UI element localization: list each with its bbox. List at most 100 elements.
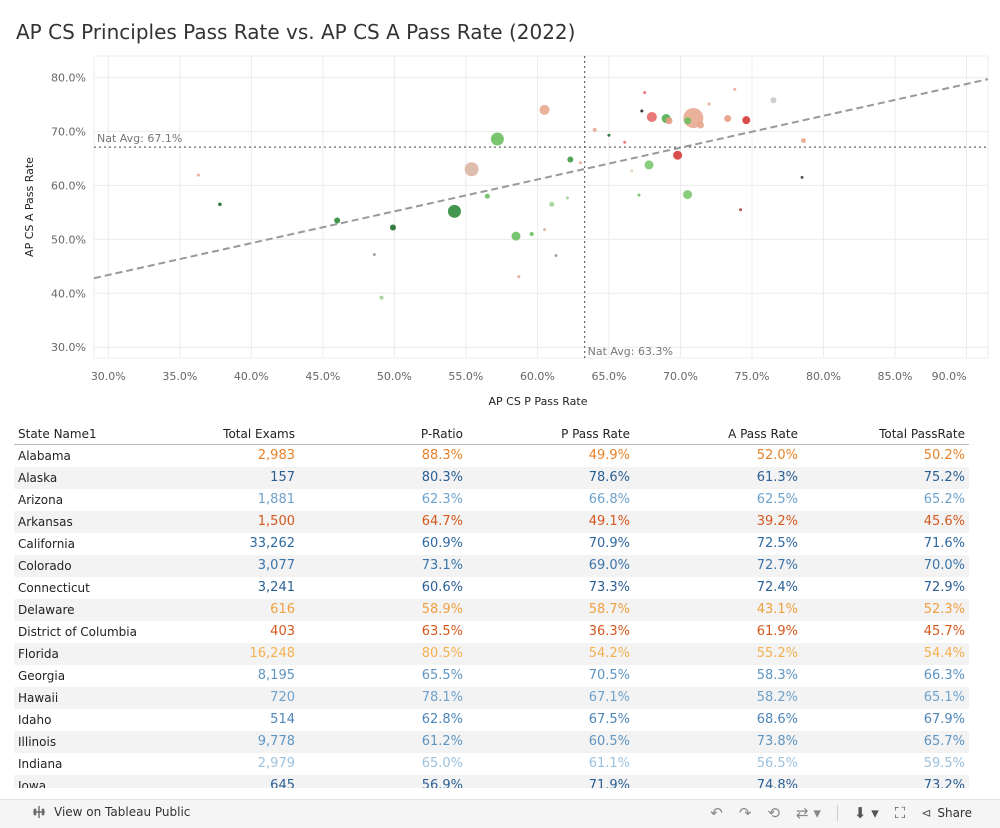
state-point[interactable] (724, 115, 732, 123)
table-row[interactable]: Iowa 645 56.9% 71.9% 74.8% 73.2% (14, 775, 969, 788)
state-point[interactable] (539, 104, 550, 115)
state-point[interactable] (484, 193, 490, 199)
state-point[interactable] (733, 87, 737, 91)
p-ratio-value: 73.1% (421, 558, 463, 573)
total-exams-value: 33,262 (249, 536, 296, 551)
p-ratio-value: 80.5% (421, 646, 463, 661)
refresh-icon[interactable]: ⇄ ▾ (796, 804, 821, 822)
a-pass-rate-value: 55.2% (756, 646, 798, 661)
table-row[interactable]: Colorado 3,077 73.1% 69.0% 72.7% 70.0% (14, 555, 969, 577)
header-p-pass-rate[interactable]: P Pass Rate (561, 427, 630, 441)
state-point[interactable] (640, 109, 644, 113)
state-point[interactable] (665, 117, 673, 125)
state-point[interactable] (683, 190, 693, 200)
state-point[interactable] (543, 228, 547, 232)
state-point[interactable] (630, 169, 634, 173)
x-tick-label: 60.0% (520, 370, 555, 383)
total-exams-value: 616 (270, 602, 295, 617)
a-pass-rate-value: 61.3% (756, 470, 798, 485)
state-point[interactable] (334, 217, 341, 224)
p-pass-rate-value: 73.3% (588, 580, 630, 595)
table-row[interactable]: Alaska 157 80.3% 78.6% 61.3% 75.2% (14, 467, 969, 489)
p-ratio-value: 58.9% (421, 602, 463, 617)
a-pass-rate-value: 58.3% (756, 668, 798, 683)
table-row[interactable]: Indiana 2,979 65.0% 61.1% 56.5% 59.5% (14, 753, 969, 775)
x-tick-label: 30.0% (91, 370, 126, 383)
plot-area (93, 55, 989, 359)
state-point[interactable] (372, 252, 376, 256)
state-point[interactable] (218, 202, 222, 207)
header-total-pass-rate[interactable]: Total PassRate (879, 427, 965, 441)
fullscreen-icon[interactable]: ⛶ (894, 804, 906, 822)
state-point[interactable] (554, 254, 558, 258)
state-point[interactable] (800, 138, 806, 144)
total-pass-rate-value: 67.9% (923, 712, 965, 727)
state-point[interactable] (707, 102, 711, 106)
state-point[interactable] (464, 162, 479, 177)
total-exams-value: 2,983 (257, 448, 295, 463)
state-point[interactable] (529, 231, 534, 236)
table-row[interactable]: Hawaii 720 78.1% 67.1% 58.2% 65.1% (14, 687, 969, 709)
state-point[interactable] (637, 193, 641, 197)
a-pass-rate-value: 72.7% (756, 558, 798, 573)
state-point[interactable] (549, 201, 555, 207)
table-row[interactable]: Arizona 1,881 62.3% 66.8% 62.5% 65.2% (14, 489, 969, 511)
share-button[interactable]: ⊲ Share (921, 806, 972, 820)
state-point[interactable] (646, 111, 657, 122)
state-point[interactable] (565, 196, 569, 200)
state-point[interactable] (447, 204, 461, 218)
table-row[interactable]: District of Columbia 403 63.5% 36.3% 61.9% 45… (14, 621, 969, 643)
state-point[interactable] (673, 150, 683, 160)
a-pass-rate-value: 74.8% (756, 778, 798, 788)
table-row[interactable]: Delaware 616 58.9% 58.7% 43.1% 52.3% (14, 599, 969, 621)
state-point[interactable] (490, 132, 504, 146)
state-point[interactable] (739, 208, 743, 212)
download-icon[interactable]: ⬇ ▾ (853, 804, 879, 822)
undo-icon[interactable]: ↶ (710, 804, 723, 822)
state-point[interactable] (592, 127, 597, 132)
header-p-ratio[interactable]: P-Ratio (420, 427, 463, 441)
scatter-chart[interactable]: 30.0% 35.0% 40.0% 45.0% 50.0% 55.0% 60.0% 65.0%… (0, 50, 1000, 415)
header-state[interactable]: State Name1 (18, 427, 97, 441)
table-row[interactable]: California 33,262 60.9% 70.9% 72.5% 71.6% (14, 533, 969, 555)
state-point[interactable] (578, 161, 582, 165)
state-point[interactable] (196, 173, 200, 177)
table-row[interactable]: Illinois 9,778 61.2% 60.5% 73.8% 65.7% (14, 731, 969, 753)
state-point[interactable] (389, 224, 396, 231)
x-tick-label: 80.0% (806, 370, 841, 383)
p-pass-rate-value: 67.5% (588, 712, 630, 727)
state-point[interactable] (696, 121, 704, 129)
state-point[interactable] (644, 160, 654, 170)
share-label: Share (937, 806, 972, 820)
state-point[interactable] (607, 133, 611, 137)
national-average-x-label: Nat Avg: 63.3% (588, 345, 673, 358)
total-pass-rate-value: 54.4% (923, 646, 965, 661)
total-exams-value: 9,778 (257, 734, 295, 749)
table-row[interactable]: Arkansas 1,500 64.7% 49.1% 39.2% 45.6% (14, 511, 969, 533)
data-table: State Name1 Total Exams P-Ratio P Pass R… (14, 424, 969, 788)
state-point[interactable] (511, 231, 521, 241)
view-on-tableau-link[interactable]: View on Tableau Public (32, 805, 190, 819)
header-a-pass-rate[interactable]: A Pass Rate (728, 427, 798, 441)
table-row[interactable]: Georgia 8,195 65.5% 70.5% 58.3% 66.3% (14, 665, 969, 687)
a-pass-rate-value: 58.2% (756, 690, 798, 705)
table-row[interactable]: Connecticut 3,241 60.6% 73.3% 72.4% 72.9% (14, 577, 969, 599)
table-row[interactable]: Alabama 2,983 88.3% 49.9% 52.0% 50.2% (14, 445, 969, 467)
state-point[interactable] (770, 97, 777, 104)
table-row[interactable]: Idaho 514 62.8% 67.5% 68.6% 67.9% (14, 709, 969, 731)
header-total-exams[interactable]: Total Exams (223, 427, 295, 441)
state-point[interactable] (379, 295, 384, 300)
state-name: Connecticut (18, 581, 90, 595)
state-point[interactable] (567, 156, 574, 163)
state-point[interactable] (643, 91, 647, 95)
state-point[interactable] (684, 117, 692, 125)
state-point[interactable] (517, 275, 521, 279)
state-point[interactable] (800, 175, 804, 179)
state-point[interactable] (623, 140, 627, 144)
revert-icon[interactable]: ⟲ (767, 804, 781, 822)
a-pass-rate-value: 62.5% (756, 492, 798, 507)
p-ratio-value: 62.8% (421, 712, 463, 727)
redo-icon[interactable]: ↷ (738, 804, 752, 822)
table-row[interactable]: Florida 16,248 80.5% 54.2% 55.2% 54.4% (14, 643, 969, 665)
state-point[interactable] (742, 116, 751, 125)
